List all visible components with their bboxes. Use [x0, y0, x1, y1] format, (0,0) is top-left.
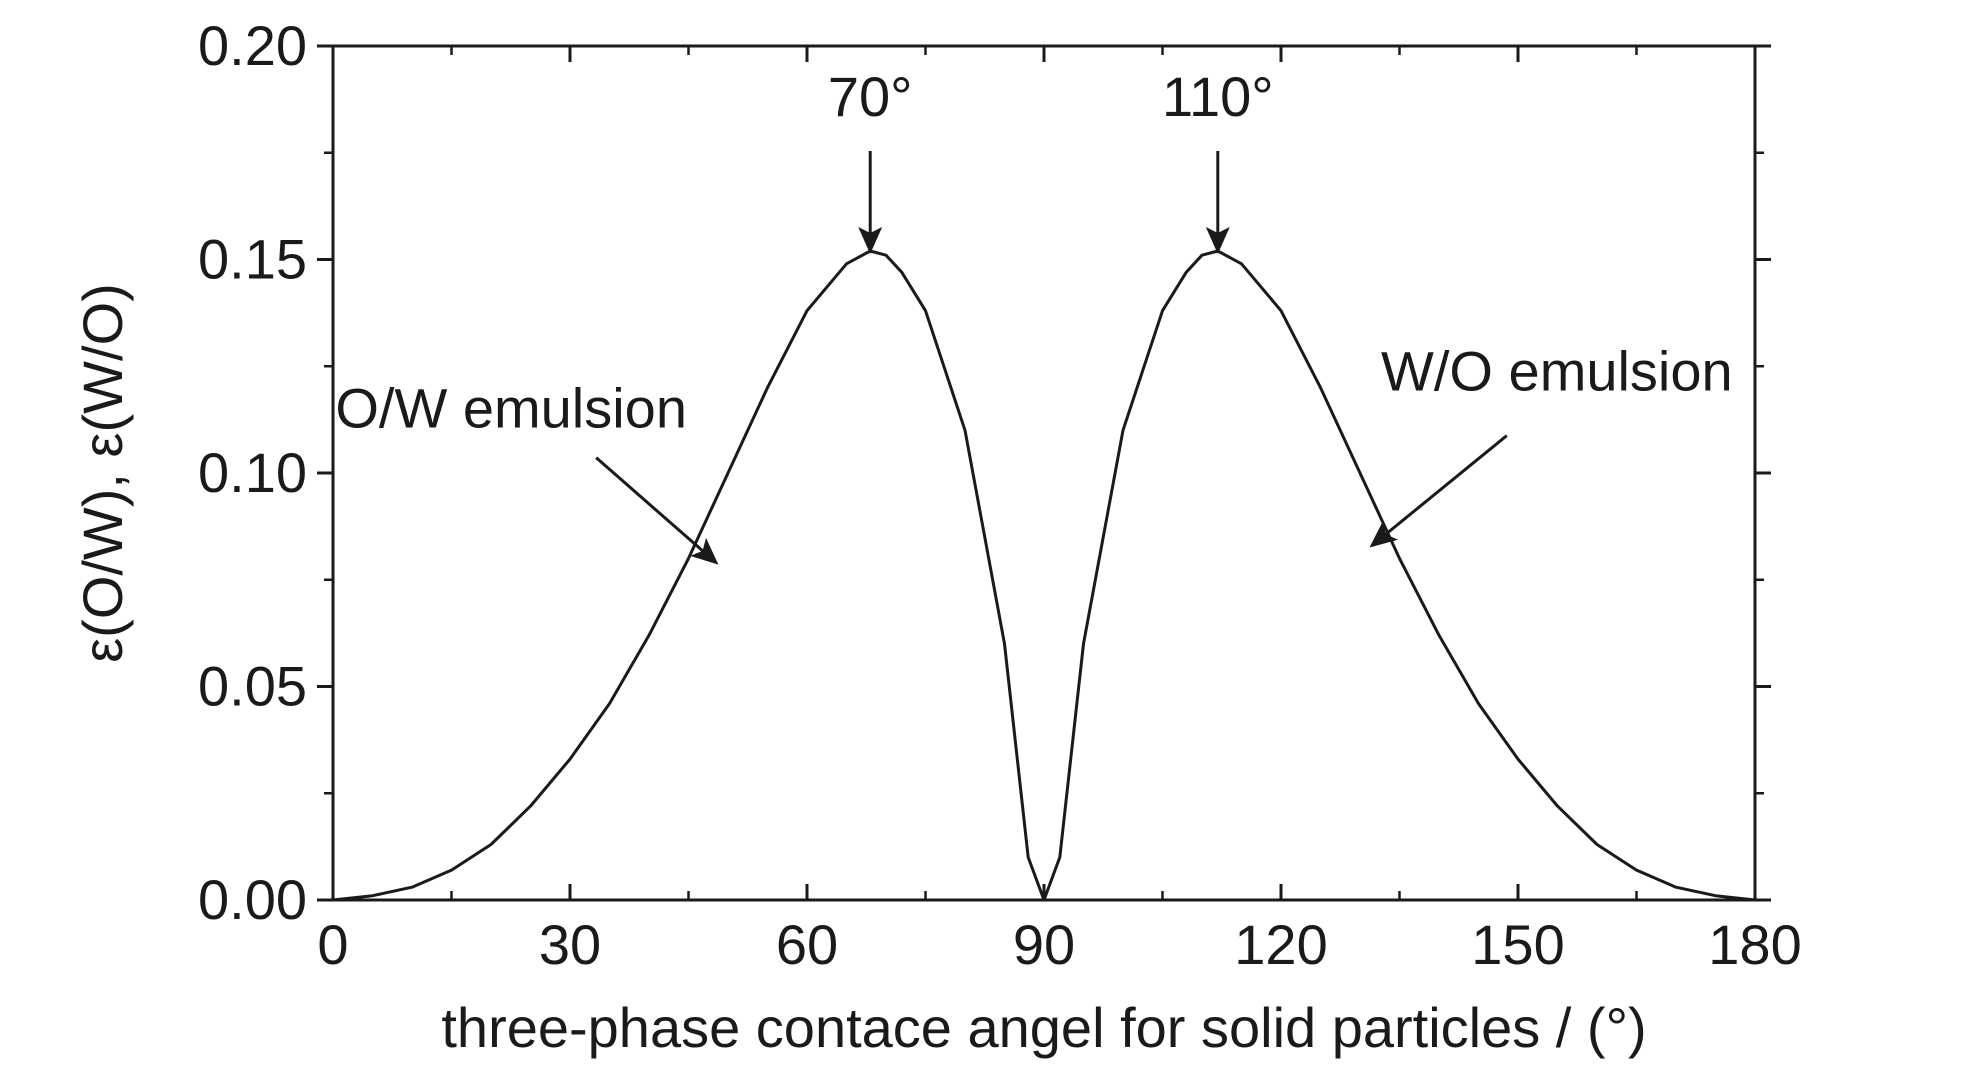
annotations: 70° 110° O/W emulsion W/O emulsion: [335, 65, 1733, 565]
y-axis-tick-labels: 0.00 0.05 0.10 0.15 0.20: [198, 14, 307, 931]
x-tick-label: 90: [1013, 913, 1075, 976]
x-tick-label: 120: [1234, 913, 1327, 976]
annotation-label: 70°: [828, 65, 913, 128]
x-tick-label: 0: [317, 913, 348, 976]
y-tick-label: 0.20: [198, 14, 307, 77]
x-tick-label: 60: [776, 913, 838, 976]
y-axis-ticks: [317, 44, 1771, 902]
x-axis-title: three-phase contace angel for solid part…: [441, 996, 1646, 1059]
x-tick-label: 150: [1471, 913, 1564, 976]
series-line: [332, 249, 1756, 902]
plot-frame: [331, 44, 1757, 902]
annotation-label: 110°: [1162, 65, 1274, 128]
x-tick-label: 30: [539, 913, 601, 976]
y-tick-label: 0.00: [198, 868, 307, 931]
annotation-arrow: [1369, 434, 1508, 548]
annotation-label: W/O emulsion: [1381, 340, 1733, 403]
y-axis-title: ε(O/W), ε(W/O): [71, 283, 134, 663]
x-axis-tick-labels: 0 30 60 90 120 150 180: [317, 913, 1801, 976]
x-tick-label: 180: [1708, 913, 1801, 976]
x-axis-ticks: [331, 46, 1757, 900]
y-tick-label: 0.15: [198, 228, 307, 291]
annotation-arrow: [595, 456, 719, 565]
y-tick-label: 0.10: [198, 441, 307, 504]
y-tick-label: 0.05: [198, 655, 307, 718]
annotation-label: O/W emulsion: [335, 377, 687, 440]
